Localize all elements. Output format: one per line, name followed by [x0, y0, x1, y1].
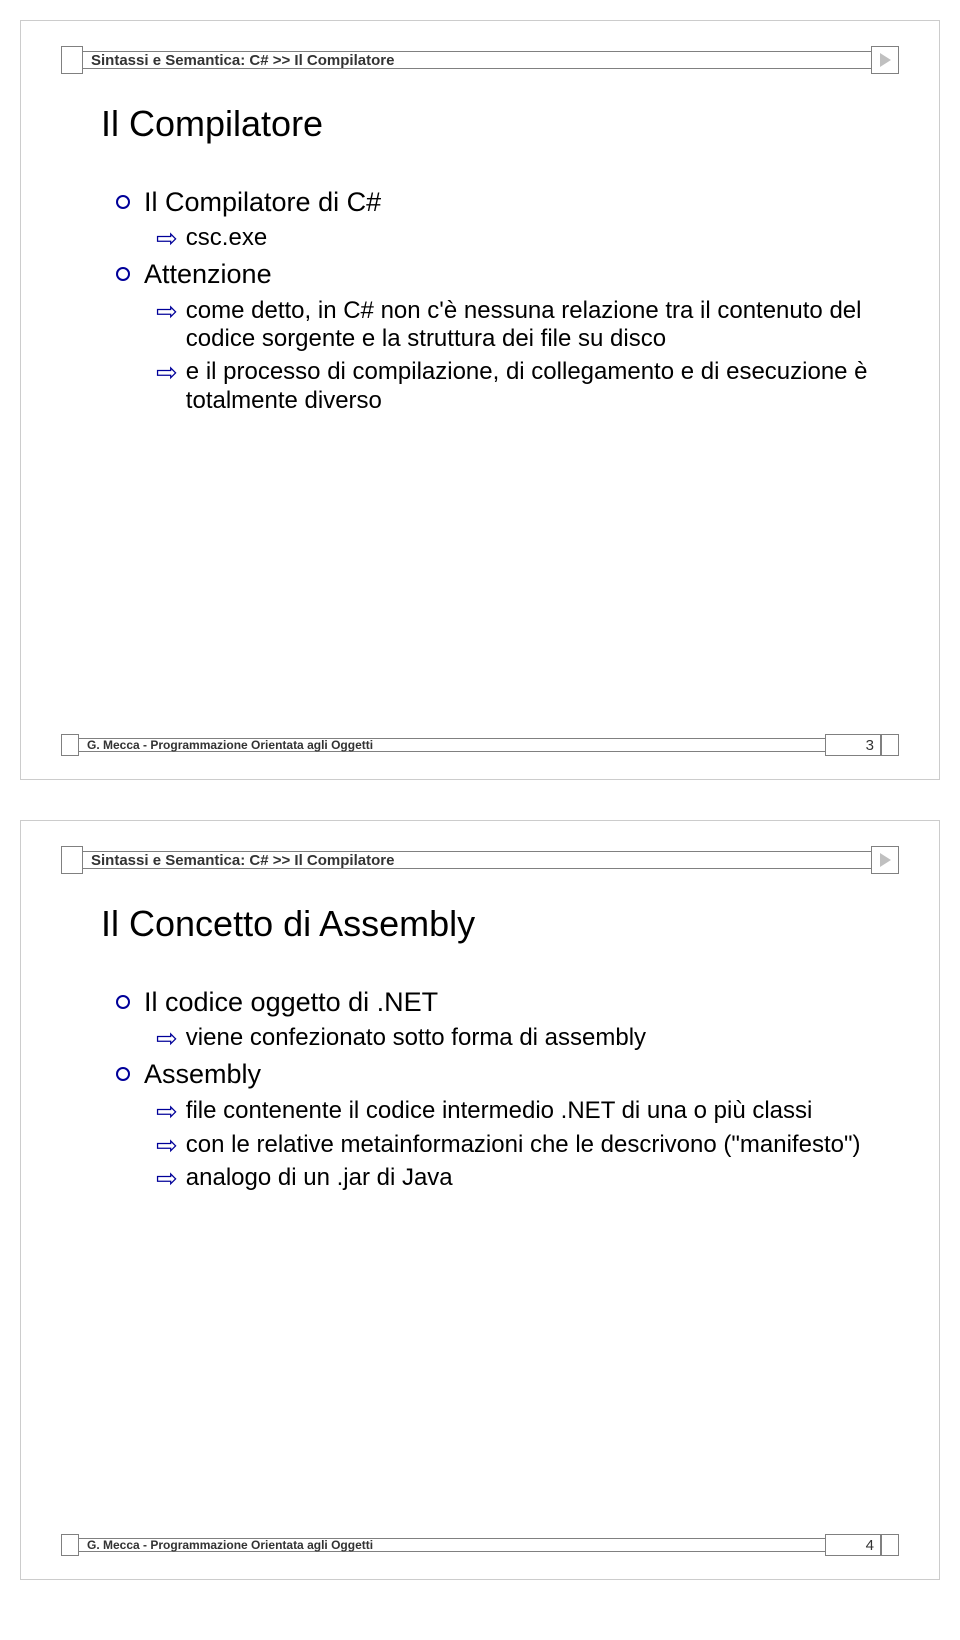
bullet-text: Assembly [144, 1058, 261, 1090]
footer-text: G. Mecca - Programmazione Orientata agli… [87, 1538, 373, 1552]
circle-bullet-icon [116, 195, 130, 209]
header: Sintassi e Semantica: C# >> Il Compilato… [61, 846, 899, 874]
bullet-item: Attenzione [116, 258, 879, 290]
header-line: Sintassi e Semantica: C# >> Il Compilato… [83, 51, 871, 69]
bullet-text: Il Compilatore di C# [144, 186, 381, 218]
bullet-item: ⇨ con le relative metainformazioni che l… [156, 1131, 879, 1161]
bullet-text: come detto, in C# non c'è nessuna relazi… [186, 297, 879, 355]
header: Sintassi e Semantica: C# >> Il Compilato… [61, 46, 899, 74]
bullet-text: viene confezionato sotto forma di assemb… [186, 1024, 646, 1053]
arrow-bullet-icon: ⇨ [156, 1097, 178, 1127]
circle-bullet-icon [116, 1067, 130, 1081]
arrow-bullet-icon: ⇨ [156, 1131, 178, 1161]
circle-bullet-icon [116, 995, 130, 1009]
footer-text: G. Mecca - Programmazione Orientata agli… [87, 738, 373, 752]
footer: G. Mecca - Programmazione Orientata agli… [61, 733, 899, 757]
content-area: Il Compilatore di C# ⇨ csc.exe Attenzion… [116, 186, 879, 420]
bullet-item: ⇨ viene confezionato sotto forma di asse… [156, 1024, 879, 1054]
bullet-item: ⇨ file contenente il codice intermedio .… [156, 1097, 879, 1127]
arrow-bullet-icon: ⇨ [156, 1024, 178, 1054]
arrow-bullet-icon: ⇨ [156, 297, 178, 327]
bullet-item: ⇨ e il processo di compilazione, di coll… [156, 358, 879, 416]
bullet-text: e il processo di compilazione, di colleg… [186, 358, 879, 416]
bullet-item: ⇨ come detto, in C# non c'è nessuna rela… [156, 297, 879, 355]
arrow-bullet-icon: ⇨ [156, 358, 178, 388]
arrow-bullet-icon: ⇨ [156, 224, 178, 254]
bullet-text: Il codice oggetto di .NET [144, 986, 438, 1018]
page-number: 4 [825, 1534, 881, 1556]
slide-title: Il Compilatore [101, 103, 323, 145]
slide-title: Il Concetto di Assembly [101, 903, 475, 945]
slide-1: Sintassi e Semantica: C# >> Il Compilato… [20, 20, 940, 780]
bullet-text: con le relative metainformazioni che le … [186, 1131, 861, 1160]
footer-line: G. Mecca - Programmazione Orientata agli… [79, 738, 825, 752]
footer-deco-left [61, 1534, 79, 1556]
footer-line: G. Mecca - Programmazione Orientata agli… [79, 1538, 825, 1552]
footer-deco-right [881, 734, 899, 756]
page-number: 3 [825, 734, 881, 756]
header-deco-left [61, 46, 83, 74]
footer: G. Mecca - Programmazione Orientata agli… [61, 1533, 899, 1557]
slide-2: Sintassi e Semantica: C# >> Il Compilato… [20, 820, 940, 1580]
bullet-text: csc.exe [186, 224, 267, 253]
footer-deco-right [881, 1534, 899, 1556]
header-text: Sintassi e Semantica: C# >> Il Compilato… [91, 852, 394, 869]
header-deco-left [61, 846, 83, 874]
bullet-text: file contenente il codice intermedio .NE… [186, 1097, 813, 1126]
content-area: Il codice oggetto di .NET ⇨ viene confez… [116, 986, 879, 1198]
header-line: Sintassi e Semantica: C# >> Il Compilato… [83, 851, 871, 869]
play-icon [871, 846, 899, 874]
arrow-bullet-icon: ⇨ [156, 1164, 178, 1194]
bullet-text: analogo di un .jar di Java [186, 1164, 453, 1193]
bullet-item: ⇨ csc.exe [156, 224, 879, 254]
header-text: Sintassi e Semantica: C# >> Il Compilato… [91, 52, 394, 69]
footer-deco-left [61, 734, 79, 756]
play-icon [871, 46, 899, 74]
bullet-text: Attenzione [144, 258, 272, 290]
bullet-item: Il Compilatore di C# [116, 186, 879, 218]
circle-bullet-icon [116, 267, 130, 281]
bullet-item: Assembly [116, 1058, 879, 1090]
bullet-item: ⇨ analogo di un .jar di Java [156, 1164, 879, 1194]
bullet-item: Il codice oggetto di .NET [116, 986, 879, 1018]
